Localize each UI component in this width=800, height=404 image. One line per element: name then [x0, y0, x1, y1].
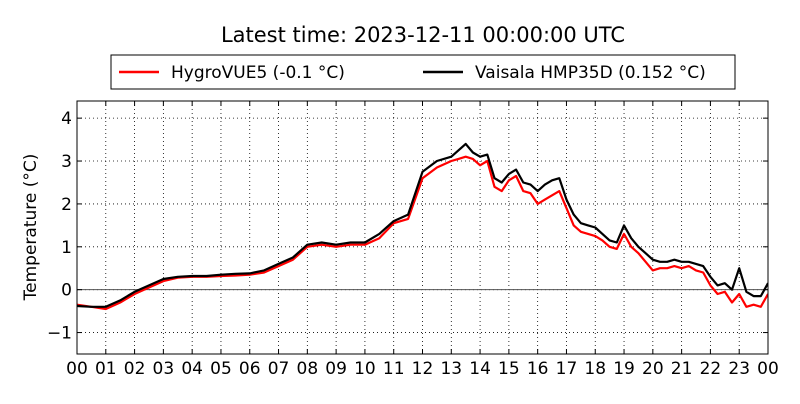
legend-label-1: Vaisala HMP35D (0.152 °C)	[475, 63, 706, 83]
x-tick-label: 00	[66, 359, 88, 379]
x-tick-label: 13	[440, 359, 462, 379]
plot-area: 00 01 02 03 04 05 06 07 08 09 10 11 12 13 14 15 16 17 18 19…	[47, 100, 779, 379]
x-tick-label: 10	[354, 359, 376, 379]
x-tick-label: 06	[239, 359, 261, 379]
y-tick-label: 0	[61, 281, 72, 301]
x-tick-label: 19	[613, 359, 635, 379]
plot-frame	[76, 100, 769, 355]
x-tick-label: 15	[498, 359, 520, 379]
x-tick-label: 14	[469, 359, 491, 379]
x-tick-label: 21	[671, 359, 693, 379]
chart-title: Latest time: 2023-12-11 00:00:00 UTC	[221, 23, 625, 47]
legend-label-0: HygroVUE5 (-0.1 °C)	[171, 63, 345, 83]
x-tick-label: 09	[325, 359, 347, 379]
legend: HygroVUE5 (-0.1 °C) Vaisala HMP35D (0.152…	[110, 54, 736, 90]
x-tick-label: 00	[757, 359, 779, 379]
x-tick-label: 12	[412, 359, 434, 379]
series-line-0	[77, 155, 768, 311]
y-tick-label: 3	[61, 152, 72, 172]
x-tick-label: 08	[297, 359, 319, 379]
x-tick-label: 04	[181, 359, 203, 379]
x-tick-label: 20	[642, 359, 664, 379]
y-tick-label: 4	[61, 109, 72, 129]
x-tick-label: 17	[556, 359, 578, 379]
x-tick-label: 18	[584, 359, 606, 379]
y-tick-label: −1	[47, 324, 72, 344]
x-tick-label: 22	[700, 359, 722, 379]
x-tick-label: 23	[728, 359, 750, 379]
y-tick-label: 1	[61, 238, 72, 258]
x-tick-label: 11	[383, 359, 405, 379]
x-tick-label: 05	[210, 359, 232, 379]
y-tick-label: 2	[61, 195, 72, 215]
x-tick-label: 16	[527, 359, 549, 379]
x-tick-label: 01	[95, 359, 117, 379]
y-axis-label: Temperature (°C)	[21, 154, 41, 302]
x-tick-label: 03	[153, 359, 175, 379]
x-tick-label: 07	[268, 359, 290, 379]
x-tick-label: 02	[124, 359, 146, 379]
series-line-1	[77, 142, 768, 308]
